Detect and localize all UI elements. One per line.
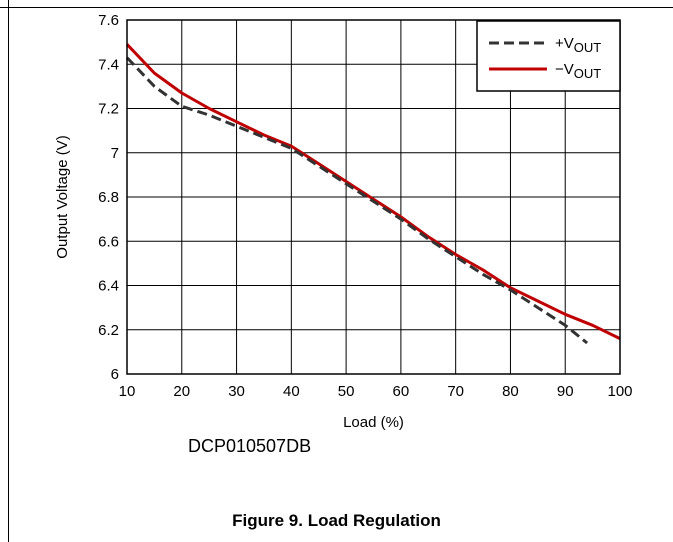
x-tick-label: 10 [119, 383, 136, 400]
series-line-negative-vout [125, 43, 621, 340]
y-tick-label: 6.6 [98, 233, 119, 250]
x-tick-label: 70 [447, 383, 464, 400]
y-tick-label: 6.4 [98, 278, 119, 295]
page-left-rule [8, 0, 9, 542]
x-tick-label: 80 [502, 383, 519, 400]
x-tick-label: 60 [393, 383, 410, 400]
x-tick-label: 50 [338, 383, 355, 400]
legend-label: −VOUT [555, 61, 601, 81]
series-line-positive-vout [125, 56, 589, 345]
device-variant-label: DCP010507DB [188, 436, 312, 456]
x-tick-label: 90 [557, 383, 574, 400]
legend-label: +VOUT [555, 35, 601, 55]
legend: +VOUT −VOUT [476, 20, 621, 92]
y-tick-labels: 6 6.2 6.4 6.6 6.8 7 7.2 7.4 7.6 [98, 12, 119, 383]
y-tick-label: 7.6 [98, 12, 119, 29]
y-tick-label: 7.2 [98, 101, 119, 118]
figure-caption: Figure 9. Load Regulation [232, 511, 441, 530]
legend-box [476, 20, 621, 92]
y-tick-label: 6.8 [98, 189, 119, 206]
y-axis-label: Output Voltage (V) [54, 135, 71, 258]
x-tick-label: 40 [283, 383, 300, 400]
x-tick-label: 100 [607, 383, 632, 400]
x-tick-label: 20 [173, 383, 190, 400]
y-tick-label: 6.2 [98, 322, 119, 339]
x-tick-labels: 10 20 30 40 50 60 70 80 90 100 [119, 383, 633, 400]
y-tick-label: 7 [111, 145, 119, 162]
load-regulation-chart: 10 20 30 40 50 60 70 80 90 100 6 6.2 6.4 6.6 6.8 7 7.2 7… [54, 12, 633, 431]
plot-area-border [126, 19, 621, 375]
series-layer [125, 43, 621, 345]
x-tick-label: 30 [228, 383, 245, 400]
x-axis-label: Load (%) [343, 414, 404, 431]
y-tick-label: 6 [111, 366, 119, 383]
page-top-rule [0, 7, 673, 8]
y-tick-label: 7.4 [98, 56, 119, 73]
